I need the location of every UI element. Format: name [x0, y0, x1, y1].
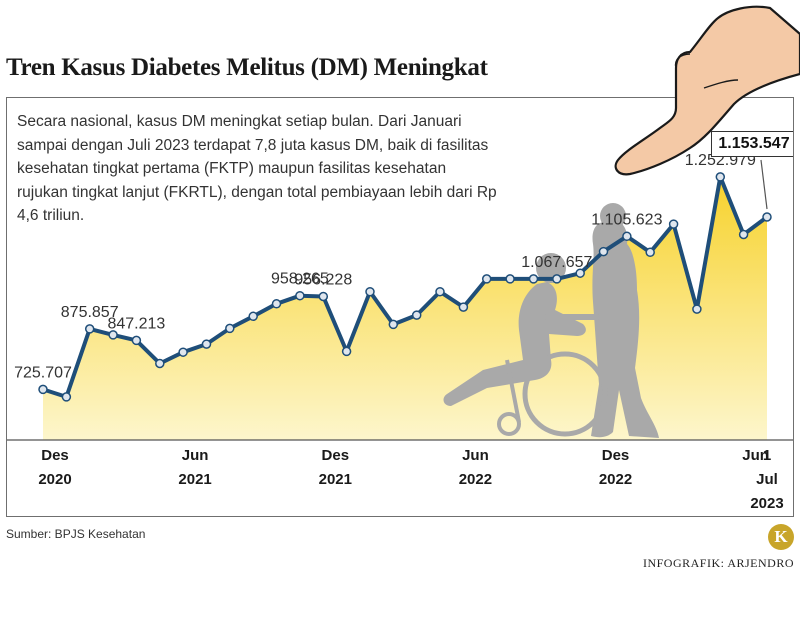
- area-fill: [43, 176, 767, 440]
- data-point: [155, 358, 165, 369]
- data-point: [552, 274, 562, 284]
- data-point: [365, 286, 375, 297]
- data-label: 1.105.623: [591, 211, 662, 228]
- x-tick-label: Des 2021: [319, 447, 352, 488]
- data-label: 1.067.657: [521, 254, 592, 271]
- data-point: [341, 346, 352, 357]
- data-point: [295, 290, 305, 301]
- x-tick-label: Jun: [742, 447, 769, 464]
- x-tick-label: Jun 2022: [459, 447, 492, 488]
- data-point: [131, 335, 142, 346]
- data-point: [84, 324, 95, 334]
- infographic-credit: INFOGRAFIK: ARJENDRO: [642, 556, 794, 570]
- data-point: [645, 247, 655, 258]
- data-point: [668, 219, 679, 229]
- x-tick-label: Des 2020: [38, 447, 71, 488]
- data-point: [61, 392, 72, 402]
- wheel-icon: [522, 351, 608, 437]
- source-note: Sumber: BPJS Kesehatan: [6, 527, 146, 541]
- x-tick-label: Jun 2021: [178, 447, 211, 488]
- data-point: [715, 172, 726, 182]
- data-point: [598, 246, 609, 257]
- data-point: [738, 229, 749, 240]
- data-point: [622, 231, 632, 242]
- data-point: [108, 330, 118, 340]
- highlight-value: 1.153.547: [718, 135, 790, 152]
- highlight-callout: 1.153.547: [711, 131, 793, 157]
- publisher-logo: K: [768, 524, 794, 550]
- data-point: [505, 274, 515, 284]
- wheel-icon: [497, 412, 521, 436]
- data-point: [411, 310, 422, 320]
- data-point: [481, 274, 492, 284]
- chart-panel: 725.707 875.857 847.213 958.265 956.228 1.067…: [6, 97, 794, 517]
- data-point: [178, 347, 188, 357]
- data-label: 956.228: [294, 272, 352, 289]
- description-text: Secara nasional, kasus DM meningkat seti…: [17, 113, 497, 224]
- data-point: [762, 212, 772, 222]
- data-point: [692, 304, 702, 314]
- data-point: [318, 291, 329, 302]
- data-point: [458, 302, 469, 312]
- data-point: [271, 299, 282, 309]
- x-tick-label: Des 2022: [599, 447, 632, 488]
- data-point: [201, 339, 212, 349]
- wheelchair-caregiver-icon: [443, 203, 659, 438]
- data-point: [575, 268, 585, 278]
- callout-pointer: [760, 159, 768, 210]
- data-point: [435, 286, 445, 297]
- data-label: 847.213: [107, 315, 165, 332]
- data-point: [225, 323, 235, 334]
- data-label: 725.707: [14, 364, 72, 381]
- data-label: 875.857: [61, 304, 119, 321]
- data-point: [388, 319, 399, 330]
- data-label: 958.265: [271, 271, 329, 288]
- data-point: [248, 311, 258, 322]
- x-tick-label: 1 Jul 2023: [750, 447, 783, 512]
- data-point: [528, 274, 539, 284]
- chart-title: Tren Kasus Diabetes Melitus (DM) Meningk…: [6, 54, 488, 81]
- data-point: [38, 384, 48, 395]
